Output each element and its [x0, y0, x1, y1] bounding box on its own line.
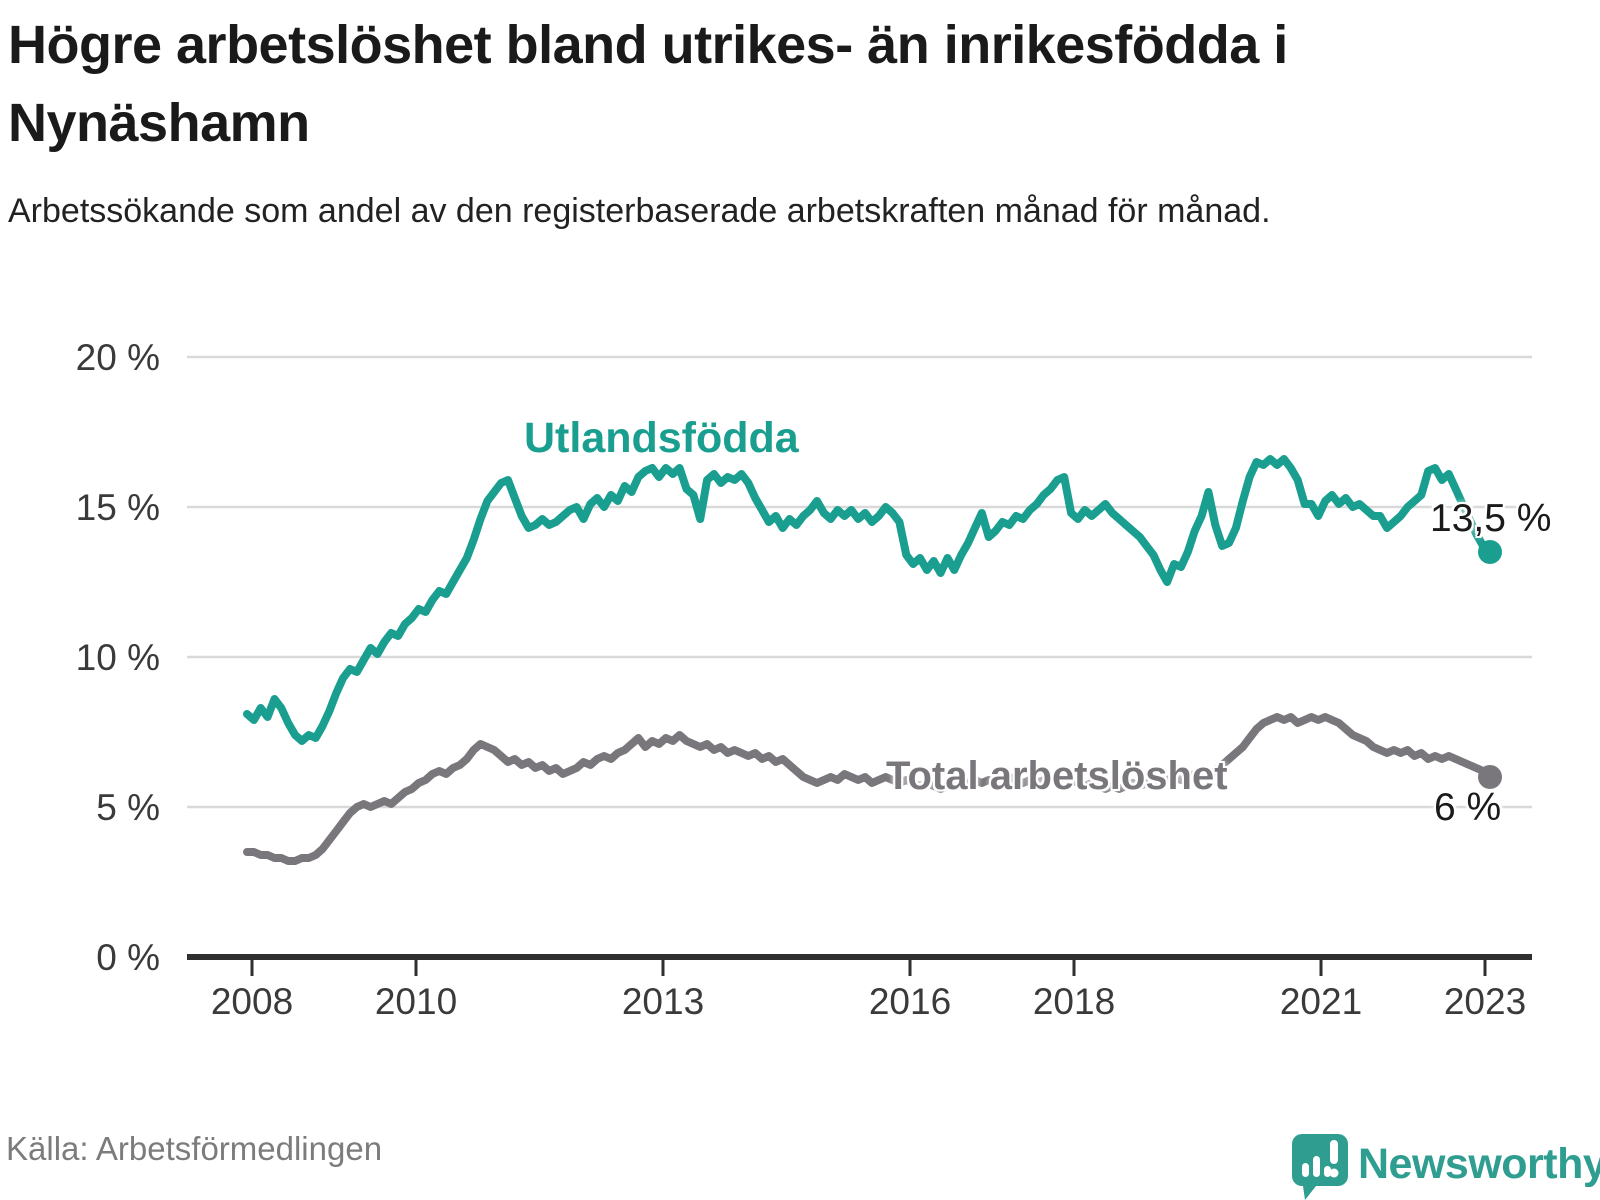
x-axis-label-2023: 2023: [1443, 981, 1527, 1022]
end-value-label-utlandsfodda: 13,5 %: [1430, 497, 1552, 540]
logo-bar-3: [1324, 1166, 1331, 1177]
y-axis-label-5: 5 %: [96, 787, 160, 828]
series-layer: [243, 455, 1502, 865]
total-end-dot: [1478, 765, 1502, 789]
series-label-utlandsfodda: Utlandsfödda: [524, 414, 799, 462]
y-axis-label-10: 10 %: [75, 637, 160, 678]
x-axis-label-2018: 2018: [1032, 981, 1116, 1022]
x-axis-label-2013: 2013: [621, 981, 705, 1022]
page-title: Högre arbetslöshet bland utrikes- än inr…: [8, 15, 1288, 153]
page-subtitle: Arbetssökande som andel av den registerb…: [8, 192, 1271, 230]
logo-excl-bar: [1330, 1140, 1338, 1164]
utlandsfodda-line: [243, 455, 1494, 745]
y-axis-label-15: 15 %: [75, 487, 160, 528]
source-note: Källa: Arbetsförmedlingen: [6, 1130, 383, 1167]
x-axis-label-2010: 2010: [374, 981, 458, 1022]
end-value-label-total: 6 %: [1434, 786, 1502, 829]
x-axis-ticks: [250, 960, 1487, 976]
logo-bar-2: [1313, 1156, 1320, 1177]
x-axis-label-2021: 2021: [1279, 981, 1363, 1022]
x-axis-label-2008: 2008: [210, 981, 294, 1022]
y-axis-label-20: 20 %: [75, 337, 160, 378]
y-axis-label-0: 0 %: [96, 937, 160, 978]
utlandsfodda-end-dot: [1478, 540, 1502, 564]
logo-excl-dot: [1329, 1168, 1339, 1178]
x-axis-label-2016: 2016: [868, 981, 952, 1022]
brand-name: Newsworthy: [1358, 1140, 1600, 1188]
series-label-total-arbetsloshet: Total arbetslöshet: [886, 754, 1228, 798]
total-line: [243, 713, 1494, 865]
logo-bar-1: [1302, 1163, 1309, 1177]
newsworthy-logo-icon: [1292, 1134, 1348, 1200]
